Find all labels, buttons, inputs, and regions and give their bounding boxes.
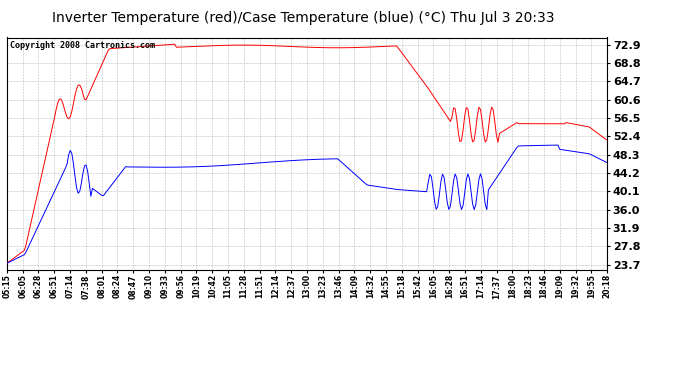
Text: Inverter Temperature (red)/Case Temperature (blue) (°C) Thu Jul 3 20:33: Inverter Temperature (red)/Case Temperat… <box>52 11 555 25</box>
Text: Copyright 2008 Cartronics.com: Copyright 2008 Cartronics.com <box>10 41 155 50</box>
